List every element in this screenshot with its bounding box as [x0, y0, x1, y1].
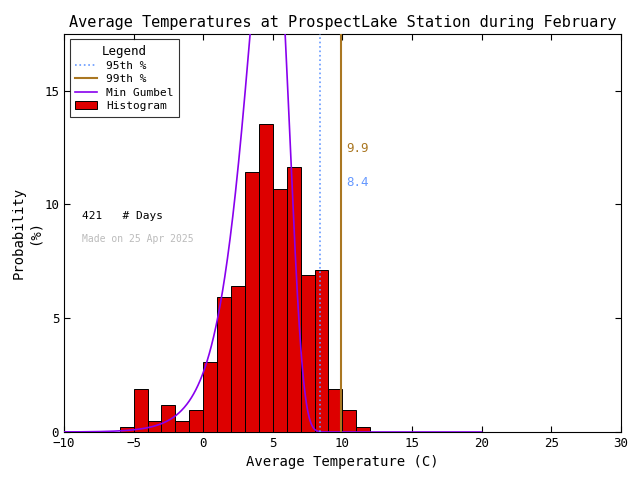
Bar	[134, 389, 147, 432]
Bar	[231, 286, 245, 432]
Bar	[161, 405, 175, 432]
Bar	[189, 410, 204, 432]
Bar	[259, 124, 273, 432]
Text: 421   # Days: 421 # Days	[82, 211, 163, 221]
Text: 8.4: 8.4	[347, 176, 369, 189]
Bar	[287, 167, 301, 432]
Bar	[120, 427, 134, 432]
Bar	[175, 421, 189, 432]
Bar	[217, 297, 231, 432]
Text: Made on 25 Apr 2025: Made on 25 Apr 2025	[82, 234, 193, 243]
Bar	[245, 172, 259, 432]
Legend: 95th %, 99th %, Min Gumbel, Histogram: 95th %, 99th %, Min Gumbel, Histogram	[70, 39, 179, 117]
Bar	[204, 361, 217, 432]
Text: 9.9: 9.9	[347, 142, 369, 155]
Bar	[356, 427, 370, 432]
X-axis label: Average Temperature (C): Average Temperature (C)	[246, 456, 438, 469]
Title: Average Temperatures at ProspectLake Station during February: Average Temperatures at ProspectLake Sta…	[68, 15, 616, 30]
Bar	[342, 410, 356, 432]
Bar	[301, 275, 315, 432]
Y-axis label: Probability
(%): Probability (%)	[11, 187, 42, 279]
Bar	[328, 389, 342, 432]
Bar	[147, 421, 161, 432]
Bar	[273, 189, 287, 432]
Bar	[315, 270, 328, 432]
